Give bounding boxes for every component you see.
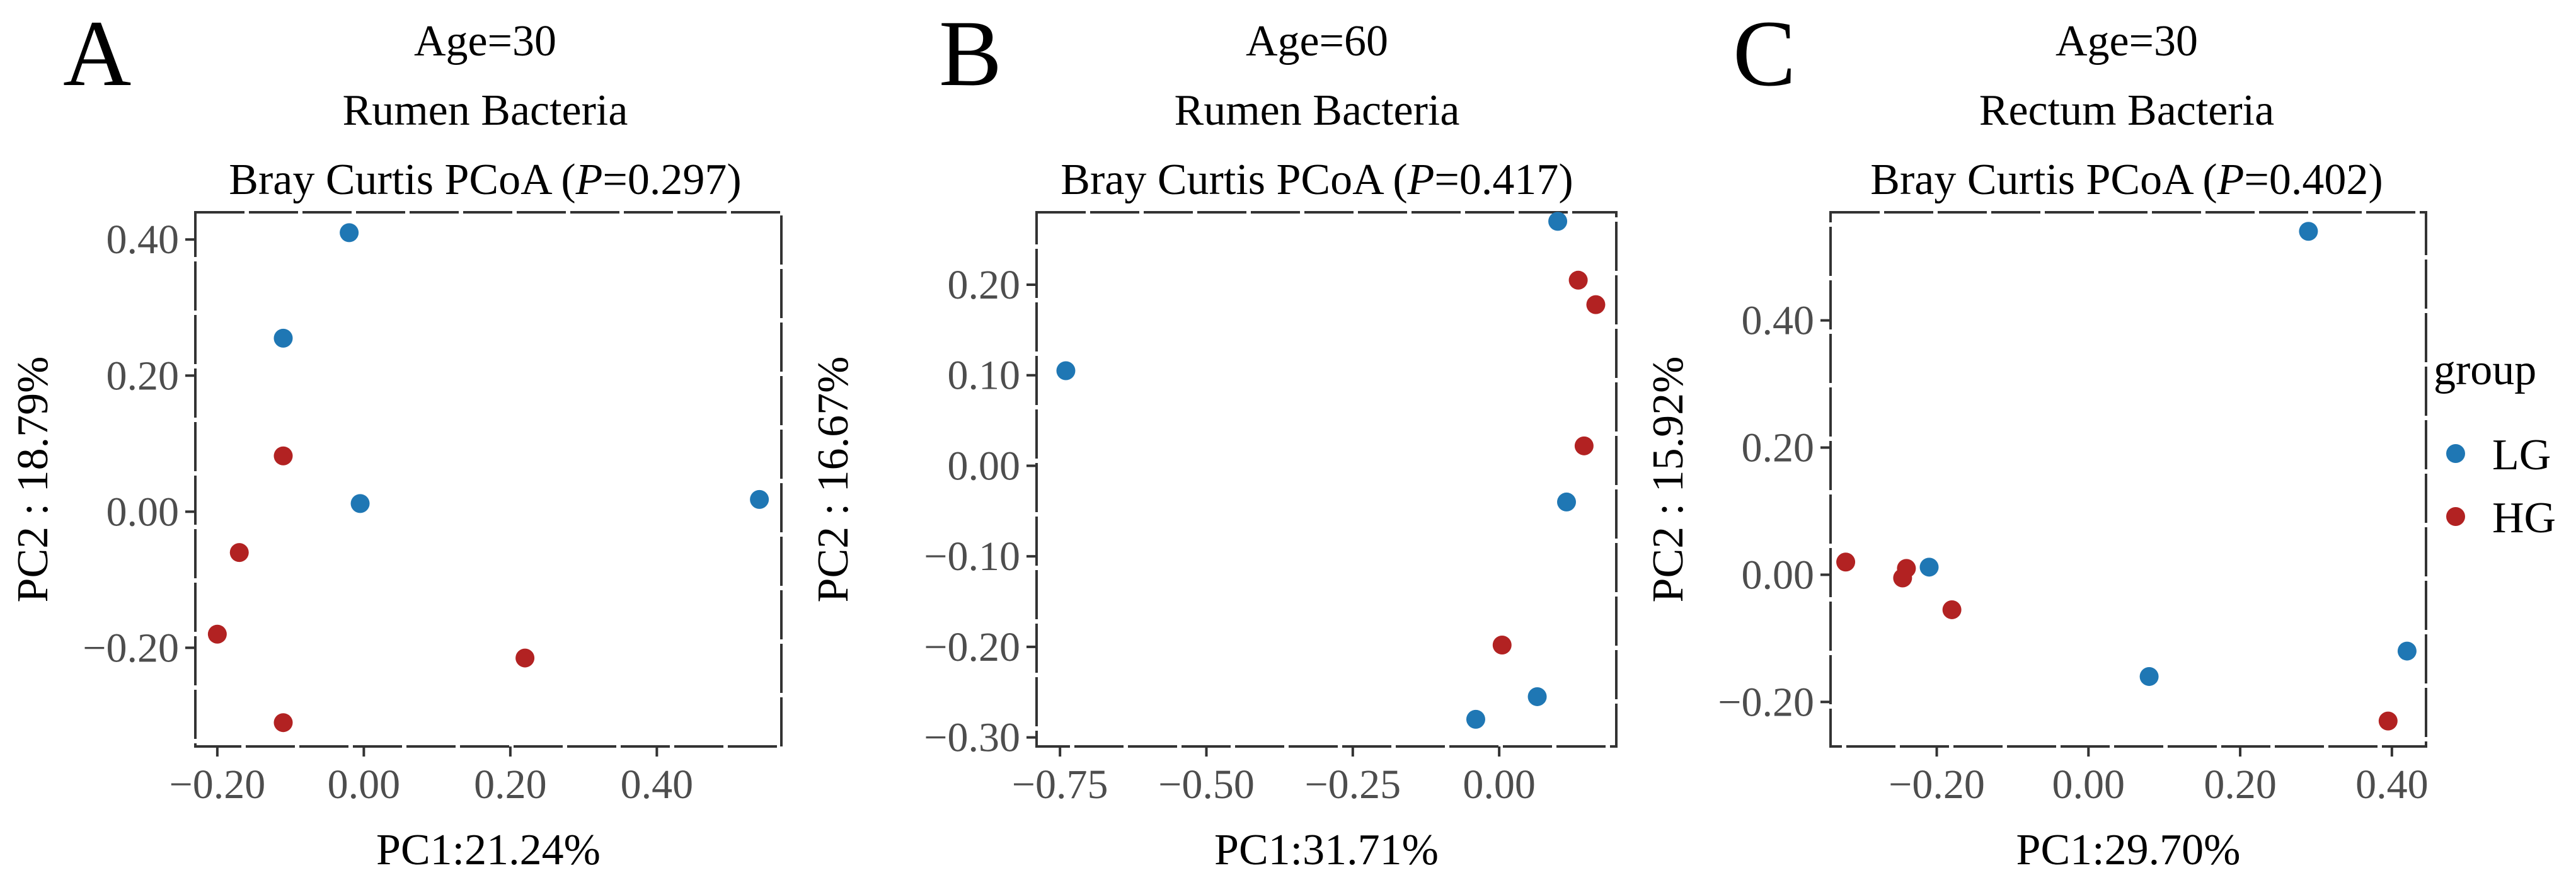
point-lg bbox=[1919, 557, 1939, 577]
y-tick-label: 0.00 bbox=[106, 489, 180, 535]
point-lg bbox=[2139, 666, 2159, 686]
point-lg bbox=[1466, 709, 1485, 729]
point-hg bbox=[1568, 270, 1588, 290]
point-lg bbox=[1056, 361, 1076, 380]
legend: group LG HG bbox=[2434, 346, 2556, 542]
y-axis-label: PC2 : 16.67% bbox=[809, 357, 858, 603]
x-tick-label: 0.40 bbox=[2355, 762, 2429, 808]
point-lg bbox=[273, 328, 293, 348]
x-tick-label: 0.40 bbox=[621, 762, 694, 808]
x-tick-label: −0.20 bbox=[1889, 762, 1985, 808]
point-lg bbox=[750, 489, 769, 509]
point-hg bbox=[1893, 568, 1912, 588]
point-hg bbox=[515, 648, 535, 668]
point-lg bbox=[1557, 492, 1577, 511]
chart-title-line: Age=60 bbox=[1246, 17, 1388, 66]
legend-key-hg bbox=[2446, 507, 2465, 526]
point-lg bbox=[2397, 641, 2417, 661]
y-axis-label: PC2 : 18.79% bbox=[9, 357, 57, 603]
point-hg bbox=[273, 713, 293, 733]
plot-frame bbox=[1829, 211, 2427, 748]
panel-letter: C bbox=[1733, 1, 1796, 106]
chart-title-line: Age=30 bbox=[2056, 17, 2198, 66]
panel-letter: A bbox=[63, 1, 131, 106]
chart-title-line: Rectum Bacteria bbox=[1979, 86, 2274, 135]
y-tick-label: 0.20 bbox=[106, 353, 180, 399]
y-tick-label: 0.40 bbox=[106, 217, 180, 263]
x-tick-label: −0.25 bbox=[1304, 762, 1401, 808]
chart-title-line: Rumen Bacteria bbox=[343, 86, 628, 135]
y-tick-label: 0.00 bbox=[948, 443, 1021, 489]
point-lg bbox=[340, 223, 359, 243]
legend-label: LG bbox=[2492, 431, 2551, 479]
point-hg bbox=[1586, 295, 1606, 314]
legend-title: group bbox=[2434, 346, 2536, 394]
y-tick-label: −0.10 bbox=[924, 534, 1020, 580]
y-tick-label: 0.00 bbox=[1742, 552, 1815, 598]
point-hg bbox=[1942, 600, 1962, 619]
legend-label: HG bbox=[2492, 494, 2556, 542]
x-tick-label: 0.00 bbox=[2052, 762, 2125, 808]
x-tick-label: −0.50 bbox=[1158, 762, 1255, 808]
x-tick-label: 0.20 bbox=[474, 762, 547, 808]
point-lg bbox=[1548, 212, 1568, 231]
point-hg bbox=[229, 543, 249, 563]
x-axis-label: PC1:21.24% bbox=[376, 826, 601, 874]
chart-title-line: Age=30 bbox=[414, 17, 556, 66]
point-hg bbox=[1836, 552, 1856, 572]
plot-frame bbox=[194, 211, 783, 748]
legend-key-lg bbox=[2446, 444, 2465, 463]
point-hg bbox=[207, 624, 227, 644]
y-tick-label: 0.10 bbox=[948, 353, 1021, 399]
panels: A Age=30 Rumen Bacteria Bray Curtis PCoA (P… bbox=[9, 1, 2429, 874]
point-hg bbox=[2378, 711, 2398, 731]
x-tick-label: −0.75 bbox=[1012, 762, 1108, 808]
point-hg bbox=[1492, 636, 1512, 655]
x-tick-label: 0.20 bbox=[2204, 762, 2277, 808]
panel-b: B Age=60 Rumen Bacteria Bray Curtis PCoA (P… bbox=[809, 1, 1618, 874]
x-tick-label: −0.20 bbox=[170, 762, 266, 808]
y-tick-label: 0.20 bbox=[1742, 425, 1815, 471]
chart-title-line: Rumen Bacteria bbox=[1175, 86, 1460, 135]
y-tick-label: 0.20 bbox=[948, 262, 1021, 308]
y-tick-label: −0.30 bbox=[924, 715, 1020, 761]
x-axis-label: PC1:29.70% bbox=[2016, 826, 2241, 874]
y-tick-label: −0.20 bbox=[1718, 679, 1814, 725]
plot-frame bbox=[1035, 211, 1618, 748]
y-axis-label: PC2 : 15.92% bbox=[1644, 357, 1693, 603]
y-tick-label: 0.40 bbox=[1742, 298, 1815, 344]
point-lg bbox=[350, 494, 370, 513]
panel-letter: B bbox=[939, 1, 1002, 106]
panel-a: A Age=30 Rumen Bacteria Bray Curtis PCoA (P… bbox=[9, 1, 783, 874]
chart-title-stat: Bray Curtis PCoA (P=0.402) bbox=[1870, 156, 2383, 204]
point-lg bbox=[2299, 222, 2318, 241]
point-hg bbox=[273, 446, 293, 466]
panel-c: C Age=30 Rectum Bacteria Bray Curtis PCoA (… bbox=[1644, 1, 2429, 874]
point-hg bbox=[1574, 436, 1594, 455]
x-tick-label: 0.00 bbox=[328, 762, 401, 808]
point-lg bbox=[1527, 687, 1547, 706]
x-axis-label: PC1:31.71% bbox=[1214, 826, 1439, 874]
chart-title-stat: Bray Curtis PCoA (P=0.297) bbox=[229, 156, 741, 204]
chart-title-stat: Bray Curtis PCoA (P=0.417) bbox=[1061, 156, 1573, 204]
y-tick-label: −0.20 bbox=[83, 625, 179, 671]
y-tick-label: −0.20 bbox=[924, 624, 1020, 670]
x-tick-label: 0.00 bbox=[1463, 762, 1536, 808]
